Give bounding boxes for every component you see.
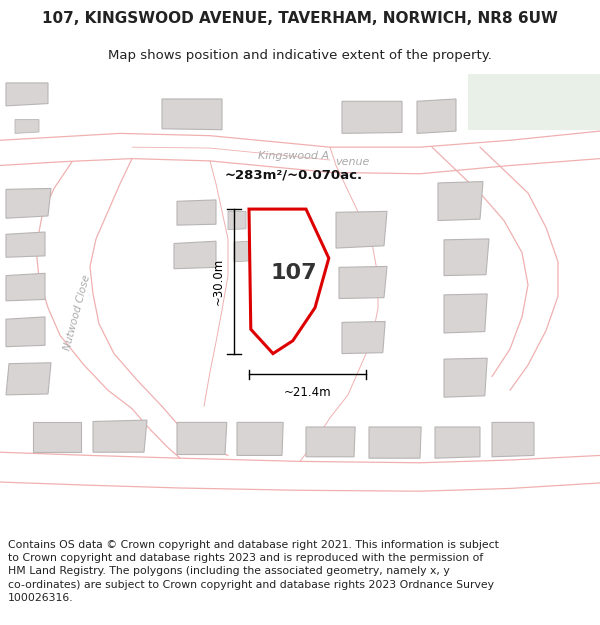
Text: ~283m²/~0.070ac.: ~283m²/~0.070ac. [225, 168, 363, 181]
Polygon shape [369, 427, 421, 458]
Polygon shape [306, 427, 355, 457]
Text: ~21.4m: ~21.4m [284, 386, 331, 399]
Polygon shape [177, 200, 216, 225]
Polygon shape [162, 99, 222, 130]
Text: ~30.0m: ~30.0m [212, 258, 225, 305]
Text: venue: venue [335, 157, 369, 167]
Polygon shape [435, 427, 480, 458]
Text: 107: 107 [271, 263, 317, 283]
Polygon shape [6, 317, 45, 347]
Polygon shape [6, 362, 51, 395]
Text: 107, KINGSWOOD AVENUE, TAVERHAM, NORWICH, NR8 6UW: 107, KINGSWOOD AVENUE, TAVERHAM, NORWICH… [42, 11, 558, 26]
Polygon shape [237, 422, 283, 456]
Polygon shape [342, 321, 385, 354]
Polygon shape [249, 209, 329, 354]
Polygon shape [339, 266, 387, 299]
Polygon shape [342, 101, 402, 133]
Polygon shape [6, 83, 48, 106]
Polygon shape [336, 211, 387, 248]
Polygon shape [234, 241, 249, 262]
Polygon shape [444, 294, 487, 333]
Text: Nutwood Close: Nutwood Close [62, 273, 92, 351]
Polygon shape [438, 181, 483, 221]
Text: Map shows position and indicative extent of the property.: Map shows position and indicative extent… [108, 49, 492, 62]
Polygon shape [228, 211, 246, 230]
Text: Contains OS data © Crown copyright and database right 2021. This information is : Contains OS data © Crown copyright and d… [8, 540, 499, 602]
Polygon shape [93, 420, 147, 452]
Polygon shape [174, 241, 216, 269]
Polygon shape [6, 189, 51, 218]
Text: Kingswood A: Kingswood A [258, 151, 329, 161]
Polygon shape [492, 422, 534, 457]
Polygon shape [468, 74, 600, 129]
Polygon shape [444, 358, 487, 397]
Polygon shape [417, 99, 456, 133]
Polygon shape [33, 422, 81, 452]
Polygon shape [177, 422, 227, 454]
Polygon shape [6, 232, 45, 258]
Polygon shape [444, 239, 489, 276]
Polygon shape [15, 119, 39, 133]
Polygon shape [6, 273, 45, 301]
